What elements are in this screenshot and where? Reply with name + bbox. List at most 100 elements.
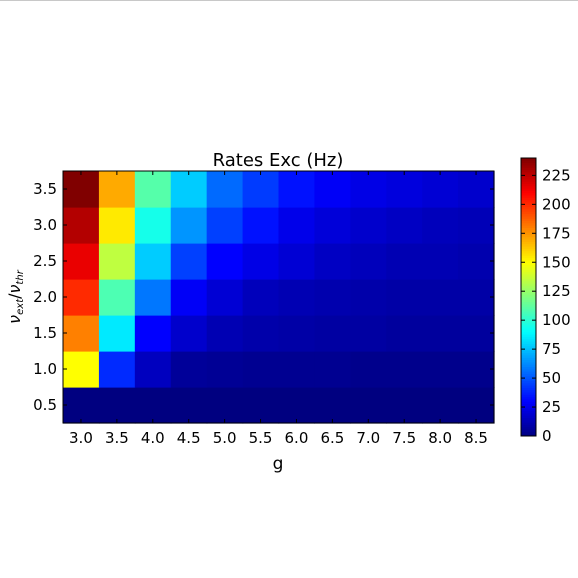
heatmap-cell	[134, 351, 172, 388]
colorbar-segment	[521, 169, 536, 173]
colorbar-segment	[521, 431, 536, 435]
heatmap-cell	[63, 351, 100, 388]
svg-text:νext/νthr: νext/νthr	[5, 269, 26, 324]
heatmap-cells	[63, 171, 495, 424]
colorbar-segment	[521, 394, 536, 398]
heatmap-cell	[422, 351, 459, 388]
colorbar-segment	[521, 415, 536, 418]
heatmap-cell	[63, 171, 100, 208]
heatmap-cell	[422, 387, 459, 424]
colorbar-segment	[521, 287, 536, 291]
heatmap-cell	[458, 387, 495, 424]
colorbar-segment	[521, 408, 536, 412]
heatmap-cell	[63, 387, 100, 424]
heatmap-cell	[422, 315, 459, 352]
heatmap-cell	[458, 279, 495, 316]
y-tick-label: 3.5	[33, 180, 57, 198]
colorbar-segment	[521, 262, 536, 266]
colorbar-segment	[521, 433, 536, 437]
colorbar-segment	[521, 273, 536, 277]
x-tick-label: 5.5	[249, 429, 273, 447]
colorbar-segment	[521, 269, 536, 273]
colorbar-segment	[521, 345, 536, 349]
heatmap-cell	[63, 207, 100, 244]
colorbar-segment	[521, 225, 536, 228]
colorbar-segment	[521, 185, 536, 189]
colorbar-segment	[521, 202, 536, 205]
colorbar-segment	[521, 266, 536, 270]
heatmap-cell	[278, 279, 316, 316]
colorbar-segment	[521, 176, 536, 180]
colorbar-segment	[521, 329, 536, 333]
colorbar-segment	[521, 354, 536, 358]
heatmap-cell	[242, 171, 280, 208]
heatmap-cell	[458, 315, 495, 352]
colorbar-segment	[521, 236, 536, 240]
heatmap-cell	[386, 387, 423, 424]
colorbar-tick-label: 175	[542, 224, 571, 242]
colorbar-segment	[521, 398, 536, 402]
heatmap-cell	[98, 243, 136, 280]
colorbar-segment	[521, 294, 536, 298]
y-tick-label: 3.0	[33, 216, 57, 234]
colorbar-segment	[521, 350, 536, 354]
x-tick-label: 3.0	[69, 429, 93, 447]
y-label-base-2: ν	[5, 284, 24, 293]
colorbar-segment	[521, 234, 536, 238]
colorbar-segment	[521, 278, 536, 282]
colorbar-segment	[521, 239, 536, 242]
colorbar-segment	[521, 218, 536, 222]
heatmap-cell	[314, 351, 351, 388]
colorbar-segment	[521, 361, 536, 365]
colorbar-segment	[521, 336, 536, 340]
colorbar-segment	[521, 174, 536, 178]
colorbar-segment	[521, 364, 536, 367]
y-axis-label: νext/νthr	[5, 269, 26, 324]
colorbar-segment	[521, 317, 536, 321]
colorbar-segment	[521, 382, 536, 386]
colorbar-segment	[521, 250, 536, 254]
y-tick-label: 2.0	[33, 288, 57, 306]
heatmap-cell	[134, 171, 172, 208]
heatmap-cell	[350, 171, 387, 208]
heatmap-cell	[278, 243, 316, 280]
y-label-sep: /	[5, 293, 24, 299]
heatmap-cell	[350, 387, 387, 424]
colorbar-segment	[521, 417, 536, 421]
colorbar-segment	[521, 306, 536, 310]
heatmap-cell	[98, 279, 136, 316]
heatmap-cell	[350, 207, 387, 244]
colorbar-segment	[521, 380, 536, 384]
colorbar-segment	[521, 389, 536, 393]
heatmap-cell	[134, 315, 172, 352]
colorbar-segment	[521, 252, 536, 256]
colorbar-segment	[521, 359, 536, 363]
colorbar-segment	[521, 195, 536, 198]
colorbar-segment	[521, 375, 536, 379]
x-tick-label: 3.5	[105, 429, 129, 447]
colorbar-segment	[521, 347, 536, 351]
heatmap-cell	[386, 207, 423, 244]
colorbar-segment	[521, 315, 536, 319]
colorbar-segment	[521, 403, 536, 407]
x-tick-label: 5.0	[213, 429, 237, 447]
heatmap-cell	[242, 243, 280, 280]
heatmap-cell	[422, 243, 459, 280]
colorbar: 0 25 50 75 100 125 150 175 200 225	[520, 157, 571, 445]
heatmap-cell	[422, 171, 459, 208]
colorbar-tick-label: 125	[542, 282, 571, 300]
y-label-num-sub: ext	[15, 298, 26, 315]
heatmap-cell	[134, 207, 172, 244]
colorbar-segment	[521, 385, 536, 388]
colorbar-segment	[521, 338, 536, 342]
colorbar-segment	[521, 396, 536, 400]
colorbar-tick-label: 50	[542, 369, 561, 387]
heatmap-cell	[63, 243, 100, 280]
heatmap-cell	[63, 315, 100, 352]
colorbar-segment	[521, 322, 536, 326]
heatmap-cell	[422, 279, 459, 316]
colorbar-segment	[521, 373, 536, 377]
colorbar-tick-label: 75	[542, 340, 561, 358]
colorbar-segment	[521, 310, 536, 314]
